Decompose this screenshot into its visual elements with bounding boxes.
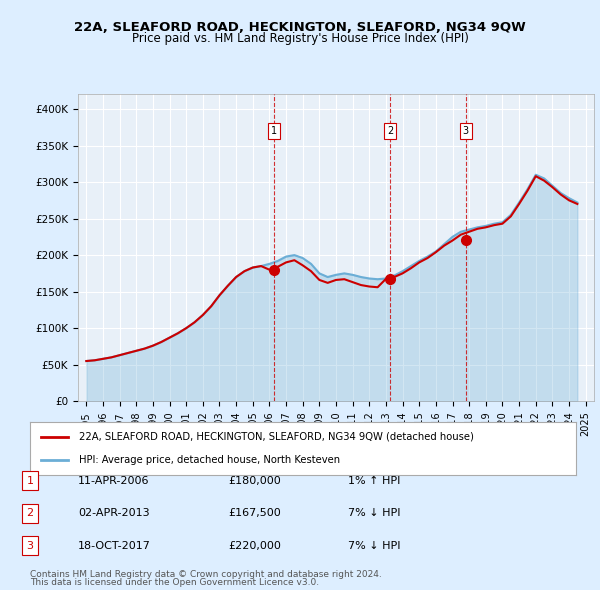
Text: 18-OCT-2017: 18-OCT-2017 — [78, 541, 151, 550]
Text: 3: 3 — [26, 541, 34, 550]
Text: 02-APR-2013: 02-APR-2013 — [78, 509, 149, 518]
Text: 1: 1 — [26, 476, 34, 486]
Text: 1: 1 — [271, 126, 277, 136]
Text: HPI: Average price, detached house, North Kesteven: HPI: Average price, detached house, Nort… — [79, 455, 340, 465]
Text: 3: 3 — [463, 126, 469, 136]
Text: 22A, SLEAFORD ROAD, HECKINGTON, SLEAFORD, NG34 9QW (detached house): 22A, SLEAFORD ROAD, HECKINGTON, SLEAFORD… — [79, 432, 474, 442]
Text: 2: 2 — [387, 126, 393, 136]
Text: Price paid vs. HM Land Registry's House Price Index (HPI): Price paid vs. HM Land Registry's House … — [131, 32, 469, 45]
Text: 1% ↑ HPI: 1% ↑ HPI — [348, 476, 400, 486]
Text: Contains HM Land Registry data © Crown copyright and database right 2024.: Contains HM Land Registry data © Crown c… — [30, 571, 382, 579]
Text: 2: 2 — [26, 509, 34, 518]
Text: 11-APR-2006: 11-APR-2006 — [78, 476, 149, 486]
Text: £220,000: £220,000 — [228, 541, 281, 550]
Text: £167,500: £167,500 — [228, 509, 281, 518]
Text: This data is licensed under the Open Government Licence v3.0.: This data is licensed under the Open Gov… — [30, 578, 319, 587]
Text: 22A, SLEAFORD ROAD, HECKINGTON, SLEAFORD, NG34 9QW: 22A, SLEAFORD ROAD, HECKINGTON, SLEAFORD… — [74, 21, 526, 34]
Text: 7% ↓ HPI: 7% ↓ HPI — [348, 541, 401, 550]
Text: £180,000: £180,000 — [228, 476, 281, 486]
Text: 7% ↓ HPI: 7% ↓ HPI — [348, 509, 401, 518]
